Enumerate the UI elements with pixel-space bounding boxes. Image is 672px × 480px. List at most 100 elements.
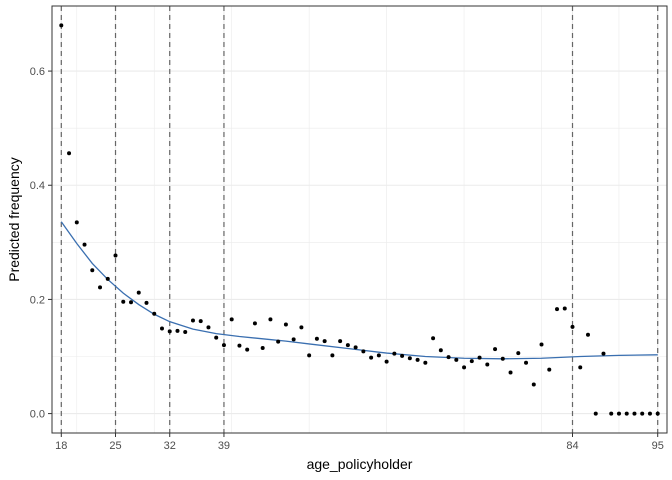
data-point [322, 339, 327, 344]
x-tick-label: 39 [218, 440, 230, 452]
panel-background [52, 6, 667, 433]
data-point [585, 332, 590, 337]
minor-grid-y [52, 127, 667, 357]
data-point [314, 336, 319, 341]
data-point [361, 349, 366, 354]
data-point [524, 360, 529, 365]
x-tick-label: 32 [164, 440, 176, 452]
data-point [508, 370, 513, 375]
data-point [624, 411, 629, 416]
x-tick-label: 84 [566, 440, 578, 452]
data-point [493, 347, 498, 352]
data-point [516, 351, 521, 356]
data-point [206, 325, 211, 330]
data-point [190, 318, 195, 323]
data-point [175, 328, 180, 333]
data-point [136, 290, 141, 295]
data-point [229, 317, 234, 322]
data-point [601, 351, 606, 356]
data-point [555, 307, 560, 312]
data-point [407, 356, 412, 361]
data-point [245, 347, 250, 352]
y-axis: 0.0 0.2 0.4 0.6 [30, 66, 52, 421]
data-point [221, 343, 226, 348]
data-point [283, 322, 288, 327]
data-point [90, 268, 95, 273]
data-point [260, 345, 265, 350]
y-tick-label: 0.2 [30, 294, 45, 306]
data-point [369, 355, 374, 360]
data-point [400, 353, 405, 358]
data-point [307, 353, 312, 358]
data-point [121, 299, 126, 304]
data-point [500, 356, 505, 361]
data-point [570, 324, 575, 329]
y-tick-label: 0.0 [30, 409, 45, 421]
data-point [67, 151, 72, 156]
y-tick-label: 0.6 [30, 66, 45, 78]
data-point [647, 411, 652, 416]
data-point [129, 300, 134, 305]
data-point [485, 362, 490, 367]
data-point [547, 367, 552, 372]
data-point [593, 411, 598, 416]
data-point [268, 317, 273, 322]
data-point [446, 355, 451, 360]
data-point [640, 411, 645, 416]
panel-border [51, 5, 668, 434]
data-point [183, 329, 188, 334]
data-point [338, 339, 343, 344]
data-point [74, 220, 79, 225]
data-point [252, 321, 257, 326]
data-point [59, 23, 64, 28]
data-point [655, 411, 660, 416]
data-point [578, 365, 583, 370]
data-point [462, 365, 467, 370]
data-point [82, 242, 87, 247]
data-point [105, 276, 110, 281]
data-point [562, 306, 567, 311]
data-point [632, 411, 637, 416]
data-point [330, 353, 335, 358]
data-point [152, 311, 157, 316]
data-point [214, 335, 219, 340]
data-point [353, 345, 358, 350]
data-point [276, 339, 281, 344]
data-point [345, 343, 350, 348]
data-point [392, 351, 397, 356]
smooth-curve [60, 221, 658, 360]
data-point [423, 360, 428, 365]
data-point [376, 353, 381, 358]
data-points [59, 23, 660, 416]
data-point [477, 355, 482, 360]
data-point [438, 348, 443, 353]
data-point [616, 411, 621, 416]
data-point [299, 325, 304, 330]
x-axis: 18 25 32 39 84 95 [55, 433, 664, 452]
data-point [454, 357, 459, 362]
data-point [159, 326, 164, 331]
data-point [291, 337, 296, 342]
data-point [237, 343, 242, 348]
data-point [415, 357, 420, 362]
data-point [198, 319, 203, 324]
x-tick-label: 95 [652, 440, 664, 452]
reference-lines [60, 6, 659, 433]
x-tick-label: 25 [109, 440, 121, 452]
smooth-line [60, 221, 658, 360]
data-point [113, 253, 118, 258]
data-point [431, 336, 436, 341]
y-axis-title: Predicted frequency [6, 157, 22, 282]
x-axis-title: age_policyholder [307, 456, 413, 472]
data-point [98, 285, 103, 290]
data-point [384, 359, 389, 364]
data-point [469, 359, 474, 364]
data-point [144, 300, 149, 305]
major-grid-y [52, 70, 667, 415]
x-tick-label: 18 [55, 440, 67, 452]
minor-grid-x [76, 6, 620, 433]
y-tick-label: 0.4 [30, 180, 45, 192]
data-point [167, 329, 172, 334]
data-point [531, 382, 536, 387]
